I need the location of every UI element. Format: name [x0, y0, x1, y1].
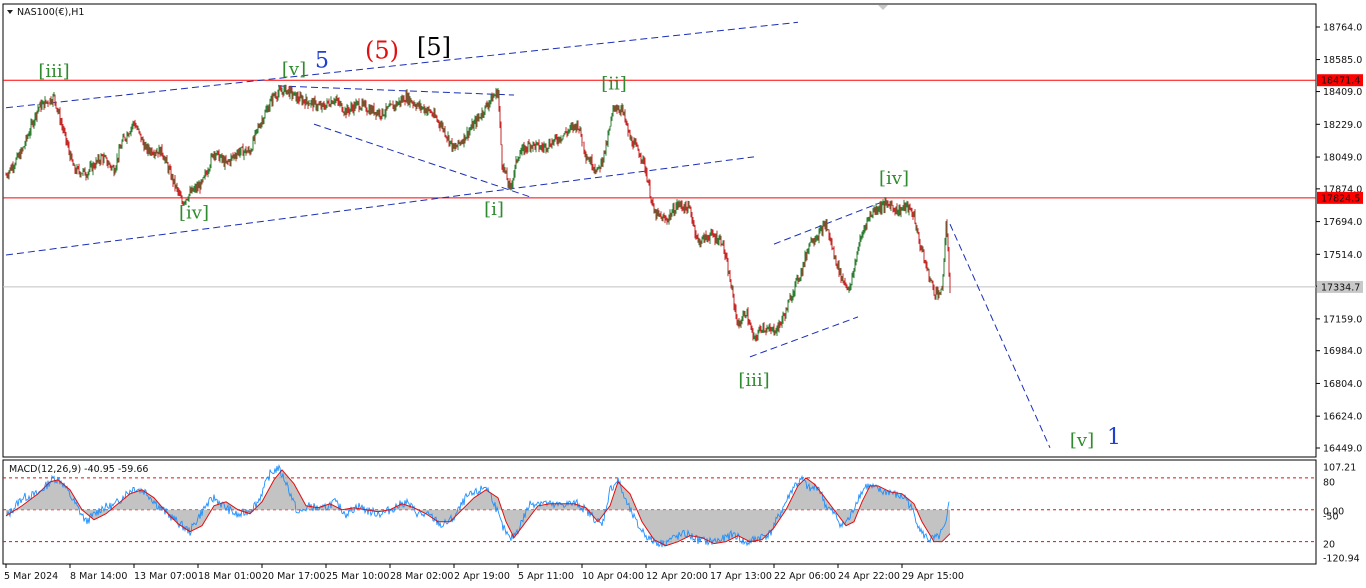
time-tick-label: 13 Mar 07:00 — [134, 571, 197, 582]
macd-tick-label: 20 — [1323, 540, 1335, 551]
axis-layer: 18764.0 18585.0 18409.0 18229.0 18049.0 17874… — [4, 23, 1363, 582]
time-tick-label: 20 Mar 17:00 — [262, 571, 325, 582]
price-tick-label: 16449.0 — [1323, 444, 1362, 455]
price-tag — [1317, 280, 1363, 293]
time-tick-label: 22 Apr 06:00 — [774, 571, 836, 582]
wave-label-5: [5] — [417, 33, 451, 61]
price-tick-label: 18229.0 — [1323, 120, 1362, 131]
time-tick-label: 12 Apr 20:00 — [646, 571, 708, 582]
price-tick-label: 17159.0 — [1323, 314, 1362, 325]
price-tag — [1317, 74, 1363, 87]
price-tick-label: 16804.0 — [1323, 379, 1362, 390]
price-tick-label: 18049.0 — [1323, 153, 1362, 164]
wave-label-2: [v] — [282, 59, 306, 80]
price-tick-label: 17694.0 — [1323, 217, 1362, 228]
price-tick-label: 16984.0 — [1323, 346, 1362, 357]
wave-label-7: [ii] — [601, 74, 627, 95]
time-tick-label: 17 Apr 13:00 — [710, 571, 772, 582]
price-tick-label: 17514.0 — [1323, 250, 1362, 261]
price-tag — [1317, 191, 1363, 204]
trendline-3[interactable] — [313, 123, 531, 198]
signal-line — [5, 469, 951, 547]
scroll-marker-icon[interactable] — [878, 5, 888, 10]
wave-label-3: 5 — [315, 49, 329, 74]
price-tick-label: 18585.0 — [1323, 55, 1362, 66]
macd-histogram — [6, 469, 950, 546]
price-tick-label: 18409.0 — [1323, 87, 1362, 98]
time-tick-label: 8 Mar 14:00 — [70, 571, 127, 582]
price-candles — [5, 84, 951, 342]
time-tick-label: 25 Mar 10:00 — [326, 571, 389, 582]
trendline-2[interactable] — [277, 85, 515, 96]
trendline-5[interactable] — [749, 316, 859, 358]
macd-tick-label: -120.94 — [1323, 554, 1360, 565]
trendline-6[interactable] — [949, 223, 1051, 449]
price-tick-label: 16624.0 — [1323, 412, 1362, 423]
price-layer: [iii] [iv] [v] 5 (5) [5] [i] [ii] [iii] [iv] [v] 1 — [3, 21, 1316, 451]
price-tick-label: 17874.0 — [1323, 184, 1362, 195]
wave-label-4: (5) — [365, 37, 399, 65]
wave-label-9: [iv] — [879, 168, 909, 189]
time-tick-label: 28 Mar 02:00 — [390, 571, 453, 582]
wave-label-10: [v] — [1070, 430, 1094, 451]
wave-label-6: [i] — [484, 199, 504, 220]
macd-tick-label: 0.00 — [1323, 507, 1344, 518]
price-tag-label: 17824.5 — [1321, 193, 1360, 204]
macd-layer — [3, 464, 1316, 548]
macd-line — [5, 464, 950, 548]
time-tick-label: 10 Apr 04:00 — [582, 571, 644, 582]
macd-tick-label: 80 — [1323, 478, 1335, 489]
time-tick-label: 5 Mar 2024 — [4, 571, 58, 582]
time-tick-label: 2 Apr 19:00 — [454, 571, 510, 582]
price-tag-label: 17334.7 — [1321, 282, 1360, 293]
wave-label-0: [iii] — [38, 61, 69, 82]
wave-label-11: 1 — [1107, 425, 1121, 450]
trendline-0[interactable] — [5, 21, 799, 109]
macd-tick-label: 107.21 — [1323, 463, 1356, 474]
price-panel — [2, 3, 1317, 458]
wave-label-8: [iii] — [738, 370, 769, 391]
macd-title: MACD(12,26,9) -40.95 -59.66 — [9, 464, 148, 475]
time-tick-label: 18 Mar 01:00 — [198, 571, 261, 582]
symbol-dropdown-icon[interactable] — [7, 10, 13, 14]
time-tick-label: 29 Apr 15:00 — [902, 571, 964, 582]
wave-label-1: [iv] — [179, 203, 209, 224]
trendline-1[interactable] — [5, 156, 755, 256]
time-tick-label: 24 Apr 22:00 — [838, 571, 900, 582]
macd-tick-label: -50 — [1323, 512, 1339, 523]
price-tag-label: 18471.4 — [1321, 76, 1360, 87]
time-tick-label: 5 Apr 11:00 — [518, 571, 574, 582]
price-tick-label: 18764.0 — [1323, 23, 1362, 34]
trendline-4[interactable] — [773, 200, 887, 245]
chart-title: NAS100(€),H1 — [17, 7, 84, 18]
